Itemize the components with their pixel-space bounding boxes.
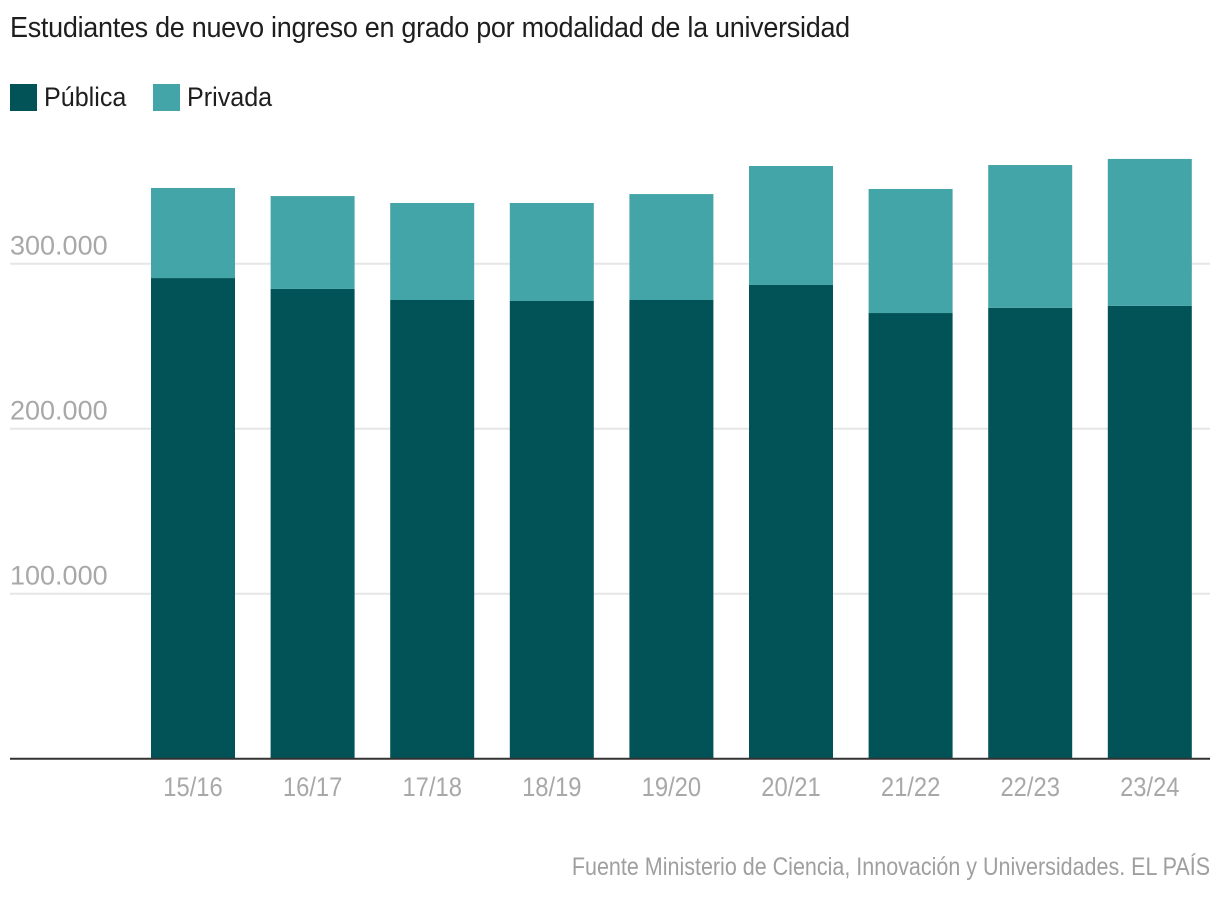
x-tick-label: 16/17	[283, 773, 342, 803]
y-tick-label: 200.000	[10, 396, 108, 426]
bar-privada-23-24	[1107, 158, 1192, 306]
bar-privada-16-17	[270, 196, 355, 289]
y-tick-label: 100.000	[10, 561, 108, 591]
source-credit: Fuente Ministerio de Ciencia, Innovación…	[571, 853, 1210, 881]
bar-publica-19-20	[629, 300, 714, 759]
legend-label-publica: Pública	[44, 82, 127, 112]
bar-privada-18-19	[509, 202, 594, 301]
x-tick-label: 22/23	[1000, 773, 1059, 803]
x-tick-label: 18/19	[522, 773, 581, 803]
bar-publica-17-18	[390, 300, 475, 759]
bars	[151, 158, 1192, 759]
x-tick-label: 23/24	[1120, 773, 1179, 803]
legend-swatch-privada	[152, 84, 180, 111]
bar-privada-15-16	[151, 187, 235, 279]
x-tick-label: 15/16	[163, 773, 222, 803]
bar-privada-22-23	[988, 165, 1073, 308]
bar-privada-20-21	[749, 166, 833, 285]
chart-title: Estudiantes de nuevo ingreso en grado po…	[10, 12, 850, 44]
bar-publica-23-24	[1107, 305, 1192, 759]
y-tick-labels: 100.000 200.000 300.000	[10, 231, 108, 591]
legend-item-privada: Privada	[152, 82, 279, 113]
legend: Pública Privada	[10, 82, 298, 113]
bar-publica-21-22	[868, 313, 953, 759]
y-tick-label: 300.000	[10, 231, 108, 261]
x-tick-label: 21/22	[881, 773, 940, 803]
x-tick-label: 17/18	[402, 773, 461, 803]
bar-privada-17-18	[390, 202, 475, 300]
x-tick-labels: 15/16 16/17 17/18 18/19 19/20 20/21 21/22 22/23…	[163, 773, 1179, 803]
legend-label-privada: Privada	[186, 82, 272, 112]
bar-publica-16-17	[270, 288, 355, 759]
bar-publica-22-23	[988, 307, 1073, 759]
x-tick-label: 19/20	[642, 773, 701, 803]
bar-publica-18-19	[509, 300, 594, 759]
bar-publica-15-16	[151, 278, 235, 759]
legend-item-publica: Pública	[10, 82, 133, 113]
bar-privada-21-22	[868, 188, 953, 314]
legend-swatch-publica	[10, 84, 37, 111]
x-tick-label: 20/21	[761, 773, 820, 803]
bar-privada-19-20	[629, 194, 714, 300]
bar-publica-20-21	[749, 284, 833, 759]
